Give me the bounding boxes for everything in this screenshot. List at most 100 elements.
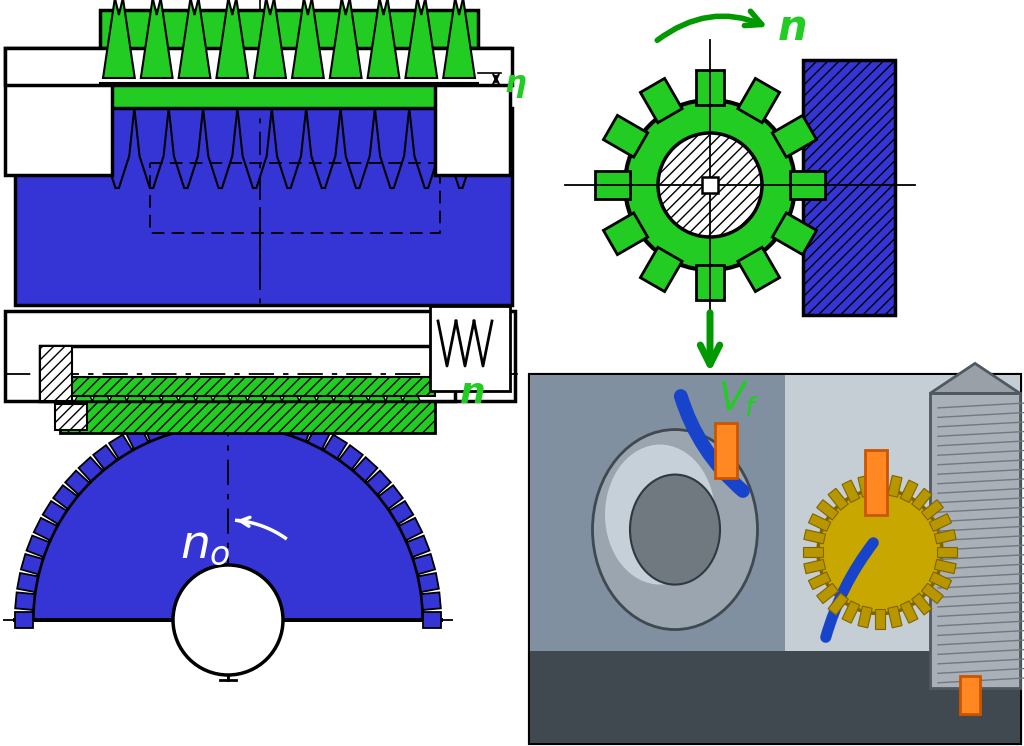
Bar	[60, 377, 435, 396]
Polygon shape	[161, 381, 178, 401]
Polygon shape	[341, 108, 375, 188]
Polygon shape	[640, 78, 682, 123]
Bar	[430, 306, 510, 391]
Bar	[100, 10, 478, 108]
Polygon shape	[595, 171, 630, 199]
Polygon shape	[414, 554, 435, 574]
Polygon shape	[443, 0, 475, 78]
Polygon shape	[256, 409, 275, 430]
Polygon shape	[874, 474, 885, 495]
Polygon shape	[369, 381, 385, 401]
Polygon shape	[353, 457, 378, 481]
Polygon shape	[15, 592, 35, 610]
Polygon shape	[803, 547, 823, 557]
Polygon shape	[930, 363, 1020, 393]
Polygon shape	[809, 514, 830, 531]
Polygon shape	[110, 381, 127, 401]
Bar	[702, 177, 718, 193]
Polygon shape	[66, 471, 89, 495]
FancyArrowPatch shape	[681, 396, 742, 491]
Polygon shape	[922, 583, 943, 604]
Polygon shape	[603, 116, 648, 157]
Polygon shape	[282, 381, 299, 401]
Polygon shape	[900, 601, 918, 623]
Polygon shape	[196, 381, 213, 401]
Polygon shape	[230, 381, 248, 401]
Polygon shape	[858, 606, 872, 628]
Bar	[5, 48, 112, 175]
Polygon shape	[389, 501, 414, 524]
Polygon shape	[100, 108, 134, 188]
Polygon shape	[817, 583, 839, 604]
Polygon shape	[291, 419, 312, 441]
Polygon shape	[804, 530, 825, 544]
Polygon shape	[178, 0, 210, 78]
Polygon shape	[178, 381, 196, 401]
Polygon shape	[15, 612, 33, 628]
Bar	[530, 375, 1020, 743]
Polygon shape	[375, 108, 410, 188]
Bar	[715, 423, 737, 478]
Polygon shape	[201, 407, 218, 427]
Polygon shape	[181, 409, 200, 430]
Polygon shape	[316, 381, 334, 401]
Circle shape	[658, 133, 762, 237]
Polygon shape	[696, 70, 724, 105]
Polygon shape	[299, 381, 316, 401]
Polygon shape	[238, 108, 271, 188]
FancyArrowPatch shape	[825, 543, 873, 637]
Polygon shape	[43, 501, 67, 524]
Polygon shape	[790, 171, 825, 199]
Polygon shape	[162, 413, 182, 435]
Polygon shape	[13, 425, 443, 620]
Polygon shape	[127, 381, 144, 401]
Bar	[15, 108, 512, 305]
Polygon shape	[738, 78, 779, 123]
Text: n: n	[778, 7, 808, 49]
Polygon shape	[418, 573, 439, 592]
Polygon shape	[143, 419, 165, 441]
Polygon shape	[271, 108, 306, 188]
Polygon shape	[273, 413, 294, 435]
Polygon shape	[334, 381, 351, 401]
Polygon shape	[75, 381, 92, 401]
Polygon shape	[888, 475, 902, 497]
Polygon shape	[406, 0, 437, 78]
Polygon shape	[203, 108, 238, 188]
Polygon shape	[935, 530, 956, 544]
Polygon shape	[809, 572, 830, 589]
Bar	[55, 404, 87, 430]
Polygon shape	[220, 407, 236, 425]
Circle shape	[818, 489, 942, 614]
Polygon shape	[330, 0, 361, 78]
Polygon shape	[368, 0, 399, 78]
Text: n: n	[460, 376, 485, 410]
Polygon shape	[238, 407, 256, 427]
Polygon shape	[367, 471, 391, 495]
Polygon shape	[772, 116, 816, 157]
Polygon shape	[126, 426, 148, 449]
Polygon shape	[422, 592, 440, 610]
Polygon shape	[603, 213, 648, 254]
Polygon shape	[804, 560, 825, 574]
Bar	[40, 346, 455, 401]
Polygon shape	[828, 489, 848, 510]
Polygon shape	[640, 247, 682, 292]
Bar	[530, 651, 1020, 743]
Polygon shape	[696, 265, 724, 300]
Circle shape	[625, 100, 795, 270]
Polygon shape	[17, 573, 38, 592]
Polygon shape	[738, 247, 779, 292]
Polygon shape	[103, 0, 135, 78]
Polygon shape	[308, 426, 330, 449]
Polygon shape	[772, 213, 816, 254]
Polygon shape	[817, 500, 839, 520]
Bar	[5, 48, 512, 85]
Ellipse shape	[605, 445, 715, 585]
Polygon shape	[339, 445, 362, 469]
Text: $n_o$: $n_o$	[180, 522, 230, 568]
Bar	[5, 311, 515, 401]
Polygon shape	[216, 0, 248, 78]
Polygon shape	[248, 381, 265, 401]
Polygon shape	[92, 381, 110, 401]
